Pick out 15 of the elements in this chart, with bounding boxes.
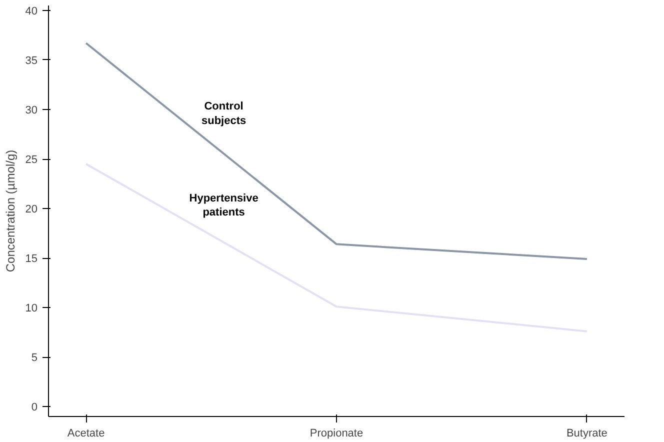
y-tick-label: 20 (25, 204, 38, 216)
y-tick-label: 0 (31, 402, 38, 414)
y-tick-label: 15 (25, 253, 38, 266)
y-tick-label: 35 (25, 54, 38, 67)
x-tick-label: Butyrate (566, 428, 608, 440)
y-tick-label: 40 (25, 5, 38, 18)
x-tick-label: Propionate (310, 428, 364, 440)
y-tick-label: 25 (25, 154, 38, 166)
series-label: Hypertensive patients (189, 192, 258, 219)
y-tick-label: 5 (31, 352, 38, 364)
y-tick-label: 10 (25, 302, 38, 315)
series-label: Control subjects (201, 100, 246, 128)
y-axis-title: Concentration (µmol/g) (3, 150, 18, 272)
x-tick-label: Acetate (67, 428, 105, 440)
y-tick-label: 30 (25, 104, 38, 116)
